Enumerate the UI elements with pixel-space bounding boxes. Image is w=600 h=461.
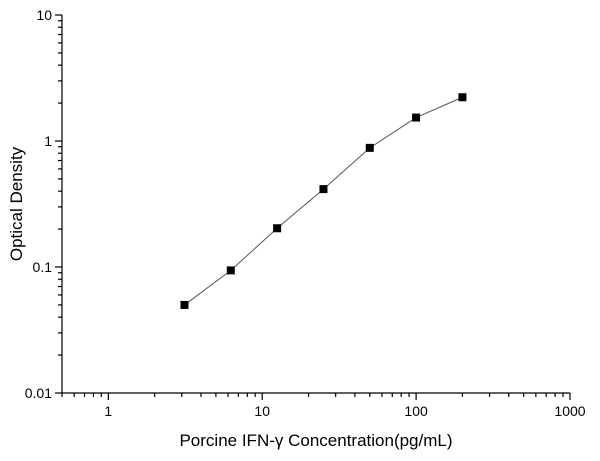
y-tick-label: 1 xyxy=(44,133,52,149)
data-point xyxy=(273,224,282,233)
y-ticks: 0.01 0.1 1 10 xyxy=(25,7,62,401)
x-ticks: 1 10 100 1000 xyxy=(61,393,586,419)
x-tick-label: 10 xyxy=(254,403,270,419)
data-point xyxy=(226,266,235,275)
series-line xyxy=(184,96,463,306)
data-point xyxy=(412,113,421,122)
y-tick-label: 0.1 xyxy=(33,259,53,275)
y-tick-label: 0.01 xyxy=(25,385,52,401)
data-point xyxy=(319,185,328,194)
y-tick-label: 10 xyxy=(36,7,52,23)
plot-area xyxy=(180,93,467,309)
data-point xyxy=(458,93,467,102)
x-tick-label: 1 xyxy=(104,403,112,419)
x-axis-label: Porcine IFN-γ Concentration(pg/mL) xyxy=(179,431,452,450)
x-tick-label: 1000 xyxy=(554,403,585,419)
data-point xyxy=(365,143,374,152)
data-point xyxy=(180,300,189,309)
axes xyxy=(61,15,570,394)
x-tick-label: 100 xyxy=(404,403,428,419)
y-axis-label: Optical Density xyxy=(7,146,26,261)
